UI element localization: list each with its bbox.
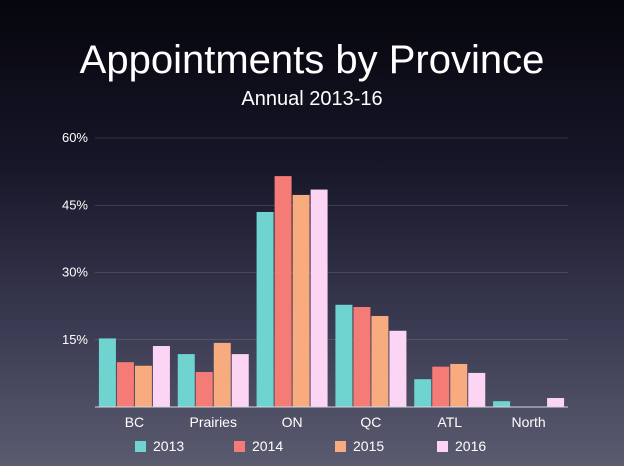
y-tick-label: 15% xyxy=(62,332,88,347)
gridlines xyxy=(95,137,568,341)
bar-prairies-2015 xyxy=(213,342,231,407)
bar-on-2014 xyxy=(274,176,292,407)
bar-qc-2014 xyxy=(353,307,371,407)
y-tick-label: 60% xyxy=(62,130,88,145)
bar-atl-2014 xyxy=(432,366,450,407)
y-tick-label: 45% xyxy=(62,197,88,212)
bar-bc-2014 xyxy=(116,362,134,407)
bar-on-2016 xyxy=(310,189,328,407)
x-category-label: QC xyxy=(360,414,381,430)
chart-title: Appointments by Province xyxy=(79,38,545,82)
bar-qc-2013 xyxy=(335,304,353,407)
bar-bc-2016 xyxy=(152,346,170,407)
bar-north-2013 xyxy=(493,401,511,407)
legend-swatch-2016 xyxy=(437,441,448,452)
bar-atl-2015 xyxy=(450,363,468,407)
y-axis-tick-labels: 15% 30% 45% 60% xyxy=(62,130,88,347)
x-category-label: BC xyxy=(125,414,144,430)
legend-label: 2013 xyxy=(153,438,184,454)
chart-subtitle: Annual 2013-16 xyxy=(241,88,383,110)
bar-on-2015 xyxy=(292,194,310,407)
bar-qc-2015 xyxy=(371,315,389,407)
x-category-label: Prairies xyxy=(190,414,237,430)
x-axis-category-labels: BC Prairies ON QC ATL North xyxy=(125,414,546,430)
bar-prairies-2013 xyxy=(177,354,195,407)
bar-bc-2015 xyxy=(134,365,152,407)
bar-qc-2016 xyxy=(389,330,407,407)
bar-north-2016 xyxy=(547,398,565,407)
bar-atl-2016 xyxy=(468,372,486,407)
legend: 2013 2014 2015 2016 xyxy=(135,438,486,454)
legend-swatch-2013 xyxy=(135,441,146,452)
bar-atl-2013 xyxy=(414,379,432,407)
legend-label: 2015 xyxy=(353,438,384,454)
x-category-label: ATL xyxy=(437,414,462,430)
legend-label: 2016 xyxy=(455,438,486,454)
bar-prairies-2014 xyxy=(195,372,213,407)
y-tick-label: 30% xyxy=(62,265,88,280)
bar-on-2013 xyxy=(256,211,274,407)
legend-label: 2014 xyxy=(252,438,283,454)
bar-prairies-2016 xyxy=(231,354,249,407)
x-category-label: North xyxy=(511,414,545,430)
x-category-label: ON xyxy=(282,414,303,430)
legend-swatch-2015 xyxy=(335,441,346,452)
bar-bc-2013 xyxy=(98,338,116,407)
legend-swatch-2014 xyxy=(234,441,245,452)
bars xyxy=(98,176,565,407)
